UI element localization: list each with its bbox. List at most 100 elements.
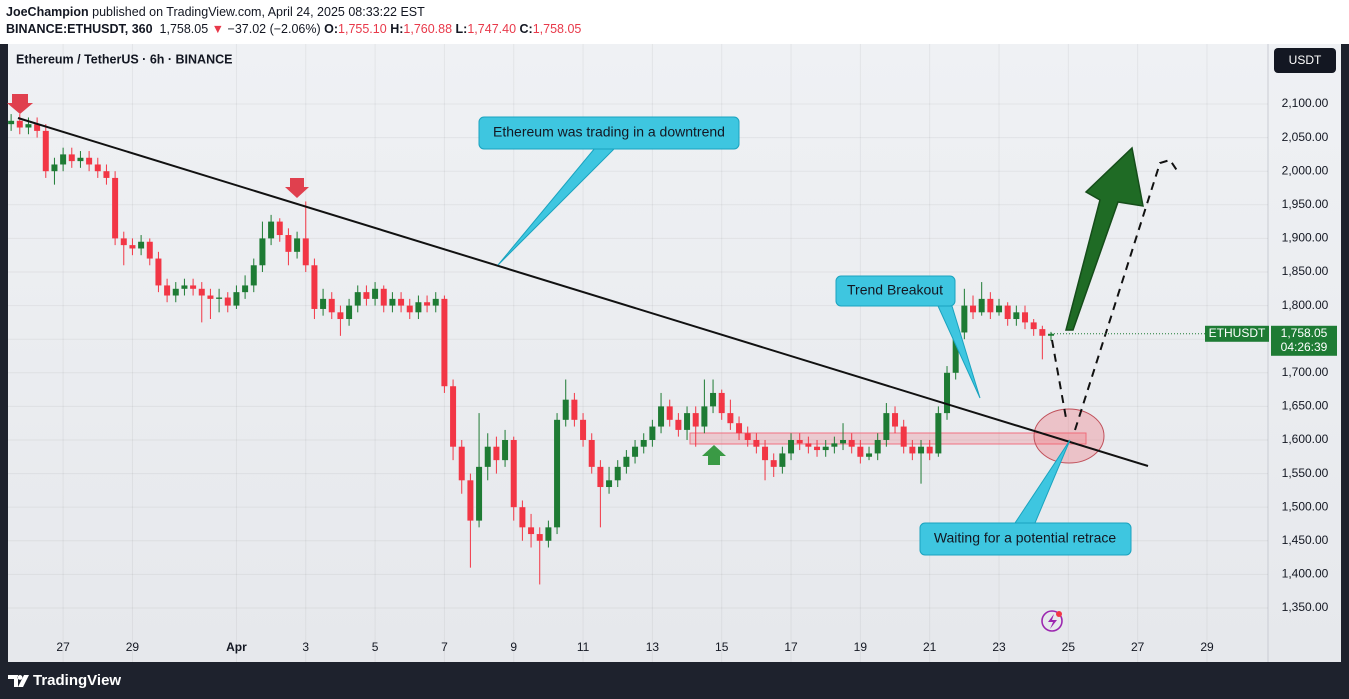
candle-body (831, 443, 838, 447)
candles (8, 114, 1055, 585)
candle-body (796, 439, 803, 444)
x-tick-label: 19 (854, 640, 868, 654)
x-tick-label: 13 (646, 640, 660, 654)
candle-body (389, 298, 396, 306)
candle-body (112, 177, 119, 239)
candle-body (103, 171, 110, 178)
candle-body (424, 302, 431, 306)
candle-body (493, 446, 500, 461)
candle-body (450, 386, 457, 447)
c-label: C: (519, 22, 533, 36)
trend-line (17, 117, 1149, 467)
candle-body (918, 446, 925, 454)
y-tick-label: 1,550.00 (1282, 466, 1329, 480)
candle-body (1030, 322, 1037, 330)
candle-body (571, 399, 578, 420)
annotation: Waiting for a potential retrace (934, 530, 1117, 546)
currency-button[interactable] (1274, 48, 1336, 73)
candle-body (779, 453, 786, 467)
countdown-label: 04:26:39 (1281, 340, 1328, 354)
event-icon[interactable] (1041, 610, 1063, 632)
candle-body (770, 460, 777, 467)
chart-title: Ethereum / TetherUS · 6h · BINANCE (16, 52, 232, 66)
candle-body (302, 238, 309, 266)
x-tick-label: 7 (441, 640, 448, 654)
candle-body (892, 413, 899, 427)
candle-body (1004, 305, 1011, 320)
x-tick-label: 27 (56, 640, 70, 654)
y-tick-label: 1,950.00 (1282, 197, 1329, 211)
candle-body (866, 453, 873, 457)
candle-body (467, 480, 474, 521)
candle-body (398, 298, 405, 306)
candle-body (883, 413, 890, 440)
candle-body (597, 466, 604, 488)
c: 1,758.05 (532, 22, 582, 36)
event-icon-bolt (1048, 614, 1057, 629)
candle-body (536, 534, 543, 541)
symbol: BINANCE:ETHUSDT, 360 (6, 22, 153, 36)
publish-line: JoeChampion published on TradingView.com… (6, 4, 581, 21)
candle-body (181, 285, 188, 289)
candle-body (363, 292, 370, 299)
candle-body (380, 288, 387, 306)
candle-body (640, 439, 647, 447)
y-tick-label: 1,350.00 (1282, 600, 1329, 614)
candle-body (190, 285, 197, 289)
x-tick-label: 29 (1200, 640, 1214, 654)
candle-body (814, 446, 821, 451)
candle-body (86, 157, 93, 165)
candle-body (484, 446, 491, 467)
candle-body (476, 466, 483, 521)
candle-body (822, 446, 829, 451)
candle-body (762, 446, 769, 461)
y-tick-label: 2,100.00 (1282, 96, 1329, 110)
candle-body (848, 439, 855, 447)
candle-body (614, 466, 621, 481)
candle-body (294, 238, 301, 252)
x-tick-label: 11 (577, 640, 590, 654)
y-tick-label: 1,500.00 (1282, 499, 1329, 513)
candle-body (528, 527, 535, 535)
projection-path (1051, 158, 1179, 431)
candle-body (285, 235, 292, 252)
y-tick-label: 1,450.00 (1282, 533, 1329, 547)
candle-body (1013, 312, 1020, 320)
x-tick-label: 27 (1131, 640, 1145, 654)
change-arrow: ▼ (211, 22, 225, 36)
candle-body (320, 298, 327, 309)
x-tick-label: 21 (923, 640, 937, 654)
candle-body (42, 130, 49, 172)
x-tick-label: 29 (126, 640, 140, 654)
event-dot (1056, 611, 1062, 617)
l: 1,747.40 (467, 22, 517, 36)
candle-body (736, 423, 743, 434)
candle-body (224, 297, 231, 306)
candle-body (25, 124, 32, 128)
currency-button-label[interactable]: USDT (1289, 53, 1322, 67)
candle-body (372, 288, 379, 299)
candle-body (840, 439, 847, 444)
h: 1,760.88 (403, 22, 453, 36)
candle-body (510, 439, 517, 508)
candle-body (311, 265, 318, 309)
candle-body (216, 297, 223, 299)
drawings: Ethereum was trading in a downtrend Tren… (7, 94, 1179, 632)
callout-box (919, 522, 1132, 556)
annotation: Trend Breakout (847, 282, 943, 298)
o: 1,755.10 (338, 22, 387, 36)
y-tick-label: 2,050.00 (1282, 130, 1329, 144)
y-tick-label: 1,600.00 (1282, 432, 1329, 446)
candle-body (805, 443, 812, 447)
symbol-tag (1205, 325, 1269, 342)
candle-body (944, 372, 951, 414)
x-tick-label: 25 (1062, 640, 1076, 654)
candle-body (692, 413, 699, 427)
callout-box (478, 116, 740, 150)
candle-body (666, 406, 673, 420)
l-label: L: (455, 22, 468, 36)
candle-body (727, 413, 734, 424)
candle-body (94, 164, 101, 172)
